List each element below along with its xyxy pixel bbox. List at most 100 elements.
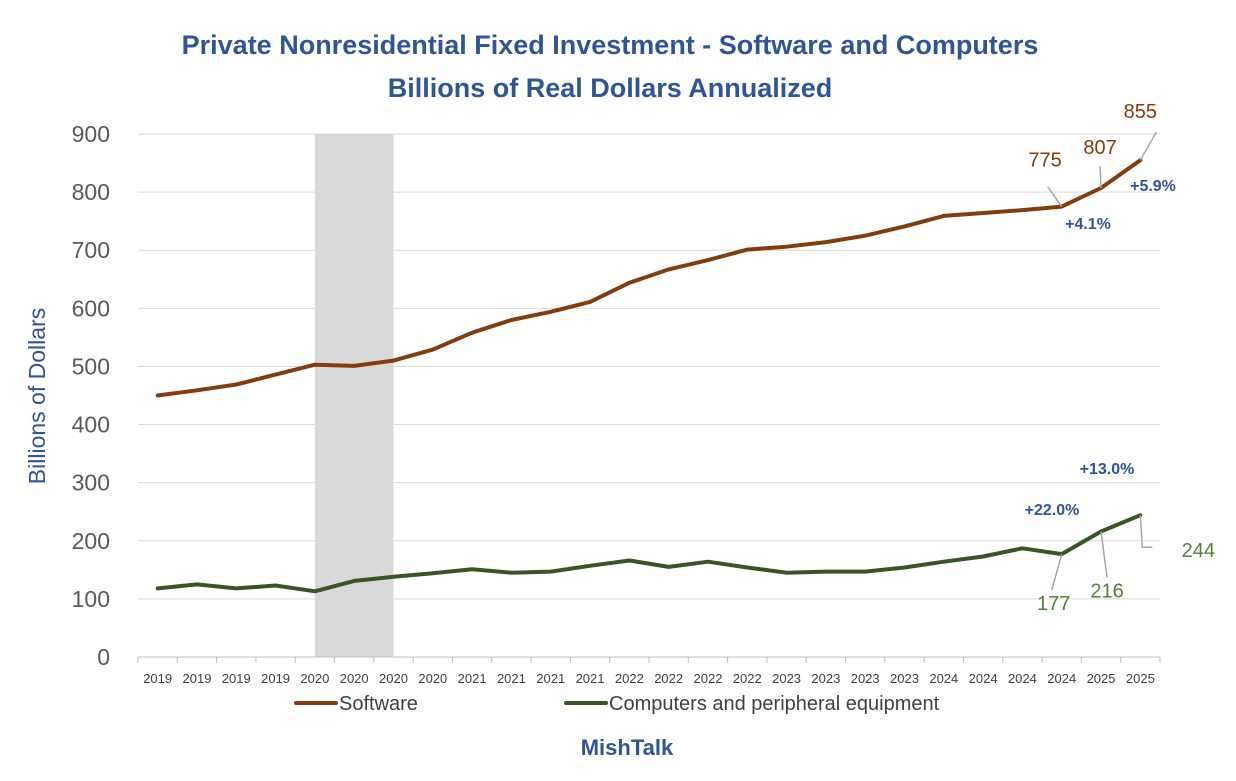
x-tick-label: 2024 [1047, 671, 1076, 686]
percent-change-label: +4.1% [1065, 216, 1111, 233]
data-point [627, 559, 631, 563]
data-point [352, 579, 356, 583]
y-tick-label: 700 [72, 237, 110, 263]
data-label: 216 [1090, 580, 1123, 602]
x-tick-label: 2022 [733, 671, 762, 686]
data-point [392, 575, 395, 579]
x-tick-label: 2021 [497, 671, 526, 686]
chart-title: Private Nonresidential Fixed Investment … [182, 30, 1039, 60]
x-tick-label: 2022 [615, 671, 644, 686]
source-label: MishTalk [581, 735, 674, 760]
data-point [745, 566, 749, 570]
x-tick-label: 2025 [1126, 671, 1155, 686]
leader-line [1099, 166, 1102, 189]
legend-label: Software [339, 693, 418, 715]
x-tick-label: 2019 [261, 671, 290, 686]
data-label: 855 [1124, 101, 1157, 123]
data-point [667, 565, 671, 569]
data-point [785, 245, 789, 249]
leader-line [1139, 515, 1153, 548]
x-tick-label: 2023 [772, 671, 801, 686]
x-tick-label: 2020 [379, 671, 408, 686]
x-tick-label: 2025 [1087, 671, 1116, 686]
y-tick-label: 500 [72, 353, 110, 379]
x-tick-label: 2023 [890, 671, 919, 686]
y-tick-label: 600 [72, 295, 110, 321]
data-point [549, 570, 553, 574]
x-tick-label: 2024 [1008, 671, 1037, 686]
data-point [274, 584, 278, 588]
percent-change-label: +13.0% [1080, 461, 1135, 478]
legend-label: Computers and peripheral equipment [609, 693, 940, 715]
data-point [431, 348, 435, 352]
data-point [470, 331, 474, 335]
data-point [1020, 546, 1024, 550]
data-point [313, 363, 317, 367]
x-tick-label: 2024 [969, 671, 998, 686]
data-point [745, 248, 749, 252]
x-tick-label: 2019 [143, 671, 172, 686]
data-point [863, 570, 867, 574]
series-line-software [155, 158, 1143, 398]
data-point [392, 359, 395, 363]
data-point [509, 318, 513, 322]
y-tick-label: 0 [97, 644, 110, 670]
data-point [1020, 208, 1024, 212]
x-tick-label: 2023 [811, 671, 840, 686]
leader-line [1051, 553, 1063, 591]
data-point [667, 267, 671, 271]
leader-line [1100, 531, 1108, 578]
x-tick-label: 2021 [576, 671, 605, 686]
data-point [942, 214, 946, 218]
data-point [981, 211, 985, 215]
x-tick-label: 2020 [418, 671, 447, 686]
data-point [863, 234, 867, 238]
data-point [470, 567, 474, 571]
data-point [824, 570, 828, 574]
data-point [509, 571, 513, 575]
data-point [156, 586, 160, 590]
data-point [706, 258, 710, 262]
x-tick-label: 2020 [300, 671, 329, 686]
data-point [903, 224, 906, 228]
data-point [785, 571, 789, 575]
y-tick-label: 400 [72, 412, 110, 438]
percent-change-label: +22.0% [1025, 502, 1080, 519]
percent-change-label: +5.9% [1130, 178, 1176, 195]
data-point [824, 240, 828, 244]
x-tick-label: 2019 [222, 671, 251, 686]
y-tick-label: 100 [72, 586, 110, 612]
x-tick-label: 2019 [183, 671, 212, 686]
data-label: 807 [1083, 137, 1116, 159]
data-point [195, 582, 199, 586]
data-point [706, 560, 710, 564]
data-point [588, 300, 592, 304]
data-point [352, 364, 356, 368]
data-point [942, 560, 946, 564]
leader-line [1047, 186, 1063, 208]
recession-shading [314, 134, 394, 657]
data-point [903, 566, 906, 570]
data-label: 775 [1028, 150, 1061, 172]
data-point [981, 554, 985, 558]
y-tick-label: 200 [72, 528, 110, 554]
y-tick-label: 800 [72, 179, 110, 205]
x-tick-label: 2023 [851, 671, 880, 686]
data-point [195, 388, 199, 392]
x-tick-label: 2020 [340, 671, 369, 686]
x-tick-label: 2022 [654, 671, 683, 686]
data-point [313, 589, 317, 593]
data-label: 177 [1037, 593, 1070, 615]
leader-line [1139, 131, 1157, 161]
data-point [274, 373, 278, 377]
x-tick-label: 2021 [536, 671, 565, 686]
data-point [234, 586, 238, 590]
series-line-computers [155, 513, 1143, 594]
data-point [234, 382, 238, 386]
x-tick-label: 2024 [929, 671, 958, 686]
x-tick-label: 2022 [694, 671, 723, 686]
data-point [156, 394, 160, 397]
y-axis-title: Billions of Dollars [24, 308, 50, 484]
y-tick-label: 300 [72, 470, 110, 496]
